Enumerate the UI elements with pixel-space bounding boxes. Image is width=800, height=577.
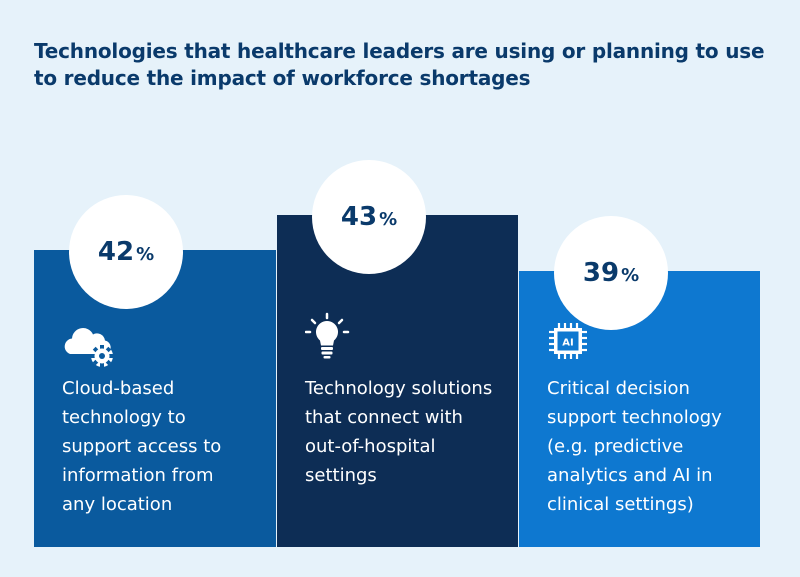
ai-chip-icon: AI bbox=[549, 323, 587, 359]
lightbulb-icon bbox=[305, 312, 350, 359]
description-line: Cloud-based bbox=[62, 378, 175, 399]
value-badge: 42% bbox=[69, 195, 183, 309]
description-line: analytics and AI in bbox=[547, 465, 713, 486]
value-badge: 43% bbox=[312, 160, 426, 274]
chart-title: Technologies that healthcare leaders are… bbox=[34, 39, 765, 90]
cloud-gear-icon bbox=[64, 328, 113, 367]
percent-sign: % bbox=[621, 264, 640, 286]
value-label: 39 bbox=[582, 258, 620, 288]
value-badge: 39% bbox=[554, 216, 668, 330]
bar-decision-support: 39% AI Critical decision support technol… bbox=[519, 216, 760, 547]
description-line: settings bbox=[305, 465, 377, 486]
description-line: support access to bbox=[62, 436, 222, 457]
description-line: (e.g. predictive bbox=[547, 436, 684, 457]
description-line: support technology bbox=[547, 407, 722, 428]
value-label: 43 bbox=[340, 202, 378, 232]
bar-description: Technology solutions that connect with o… bbox=[305, 374, 506, 490]
bar-cloud-technology: 42% Cloud-based technology to support ac… bbox=[34, 195, 276, 547]
description-line: that connect with bbox=[305, 407, 463, 428]
bar-description: Cloud-based technology to support access… bbox=[62, 374, 264, 519]
description-line: Critical decision bbox=[547, 378, 690, 399]
bar-out-of-hospital: 43% Technology solutions that connect wi… bbox=[277, 160, 518, 547]
description-line: clinical settings) bbox=[547, 494, 694, 515]
description-line: any location bbox=[62, 494, 173, 515]
value-label: 42 bbox=[97, 237, 135, 267]
description-line: Technology solutions bbox=[305, 378, 493, 399]
description-line: technology to bbox=[62, 407, 186, 428]
bar-description: Critical decision support technology (e.… bbox=[547, 374, 748, 519]
description-line: information from bbox=[62, 465, 214, 486]
ai-chip-label: AI bbox=[562, 338, 573, 349]
percent-sign: % bbox=[379, 208, 398, 230]
percent-sign: % bbox=[136, 243, 155, 265]
description-line: out-of-hospital bbox=[305, 436, 436, 457]
